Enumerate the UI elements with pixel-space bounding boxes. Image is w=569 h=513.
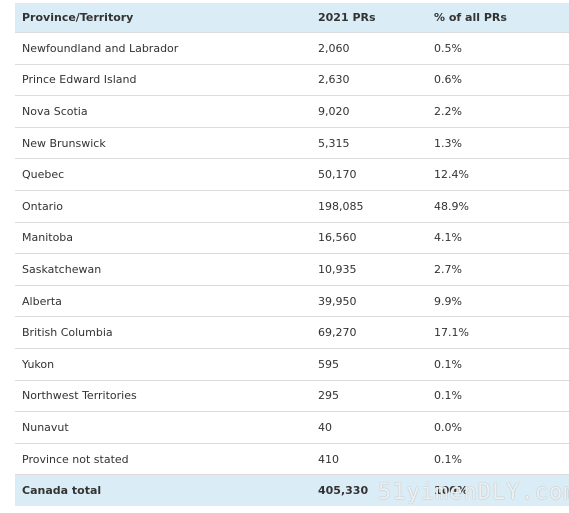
table-cell: 4.1%	[427, 222, 569, 255]
table-cell: 0.5%	[427, 32, 569, 65]
table-cell: 2,060	[311, 32, 427, 65]
table-cell: Alberta	[15, 285, 311, 318]
table-cell: British Columbia	[15, 316, 311, 349]
table-cell: 16,560	[311, 222, 427, 255]
table-cell: 10,935	[311, 253, 427, 286]
table-cell: Nova Scotia	[15, 95, 311, 128]
table-row: Manitoba 16,560 4.1%	[15, 222, 569, 255]
total-cell: 100%	[427, 474, 569, 506]
table-cell: 9.9%	[427, 285, 569, 318]
table: Province/Territory 2021 PRs% of all PRs N…	[15, 3, 569, 506]
table-row: Nova Scotia 9,020 2.2%	[15, 95, 569, 128]
table-cell: Northwest Territories	[15, 380, 311, 413]
table-cell: Prince Edward Island	[15, 64, 311, 97]
header-cell: % of all PRs	[427, 3, 569, 33]
table-cell: 0.1%	[427, 443, 569, 476]
table-cell: 2,630	[311, 64, 427, 97]
header-cell: 2021 PRs	[311, 3, 427, 33]
table-cell: Quebec	[15, 158, 311, 191]
table-cell: 48.9%	[427, 190, 569, 223]
table-cell: 12.4%	[427, 158, 569, 191]
table-cell: 198,085	[311, 190, 427, 223]
table-row: Quebec 50,170 12.4%	[15, 158, 569, 191]
table-cell: 9,020	[311, 95, 427, 128]
watermark: 51yimenDLY.com	[378, 480, 569, 505]
table-row: Nunavut 40 0.0%	[15, 411, 569, 444]
header-row: Province/Territory 2021 PRs% of all PRs	[15, 3, 569, 33]
table-cell: 295	[311, 380, 427, 413]
table-row: British Columbia 69,270 17.1%	[15, 316, 569, 349]
table-cell: Province not stated	[15, 443, 311, 476]
table-row: Northwest Territories 295 0.1%	[15, 380, 569, 413]
table-row: New Brunswick 5,315 1.3%	[15, 127, 569, 160]
table-cell: 0.6%	[427, 64, 569, 97]
total-cell: Canada total	[15, 474, 311, 506]
table-cell: 410	[311, 443, 427, 476]
table-cell: 69,270	[311, 316, 427, 349]
table-cell: New Brunswick	[15, 127, 311, 160]
table-cell: 0.1%	[427, 380, 569, 413]
table-row: Saskatchewan 10,935 2.7%	[15, 253, 569, 286]
table-cell: Manitoba	[15, 222, 311, 255]
table-cell: 595	[311, 348, 427, 381]
table-cell: 0.0%	[427, 411, 569, 444]
table-row: Yukon 595 0.1%	[15, 348, 569, 381]
table-row: Alberta 39,950 9.9%	[15, 285, 569, 318]
table-cell: Newfoundland and Labrador	[15, 32, 311, 65]
table-cell: 0.1%	[427, 348, 569, 381]
table-row: Prince Edward Island 2,630 0.6%	[15, 64, 569, 97]
total-row: Canada total 405,330 100%	[15, 474, 569, 506]
table-cell: Saskatchewan	[15, 253, 311, 286]
table-row: Ontario 198,085 48.9%	[15, 190, 569, 223]
table-row: Province not stated 410 0.1%	[15, 443, 569, 476]
table-cell: Nunavut	[15, 411, 311, 444]
header-cell: Province/Territory	[15, 3, 311, 33]
table-cell: 2.7%	[427, 253, 569, 286]
table-cell: 40	[311, 411, 427, 444]
table-cell: Yukon	[15, 348, 311, 381]
table-cell: 50,170	[311, 158, 427, 191]
table-cell: 39,950	[311, 285, 427, 318]
table-row: Newfoundland and Labrador 2,060 0.5%	[15, 32, 569, 65]
table-cell: 5,315	[311, 127, 427, 160]
table-cell: 1.3%	[427, 127, 569, 160]
total-cell: 405,330	[311, 474, 427, 506]
table-container: Province/Territory 2021 PRs% of all PRs N…	[15, 3, 569, 506]
table-cell: 17.1%	[427, 316, 569, 349]
table-cell: Ontario	[15, 190, 311, 223]
table-cell: 2.2%	[427, 95, 569, 128]
